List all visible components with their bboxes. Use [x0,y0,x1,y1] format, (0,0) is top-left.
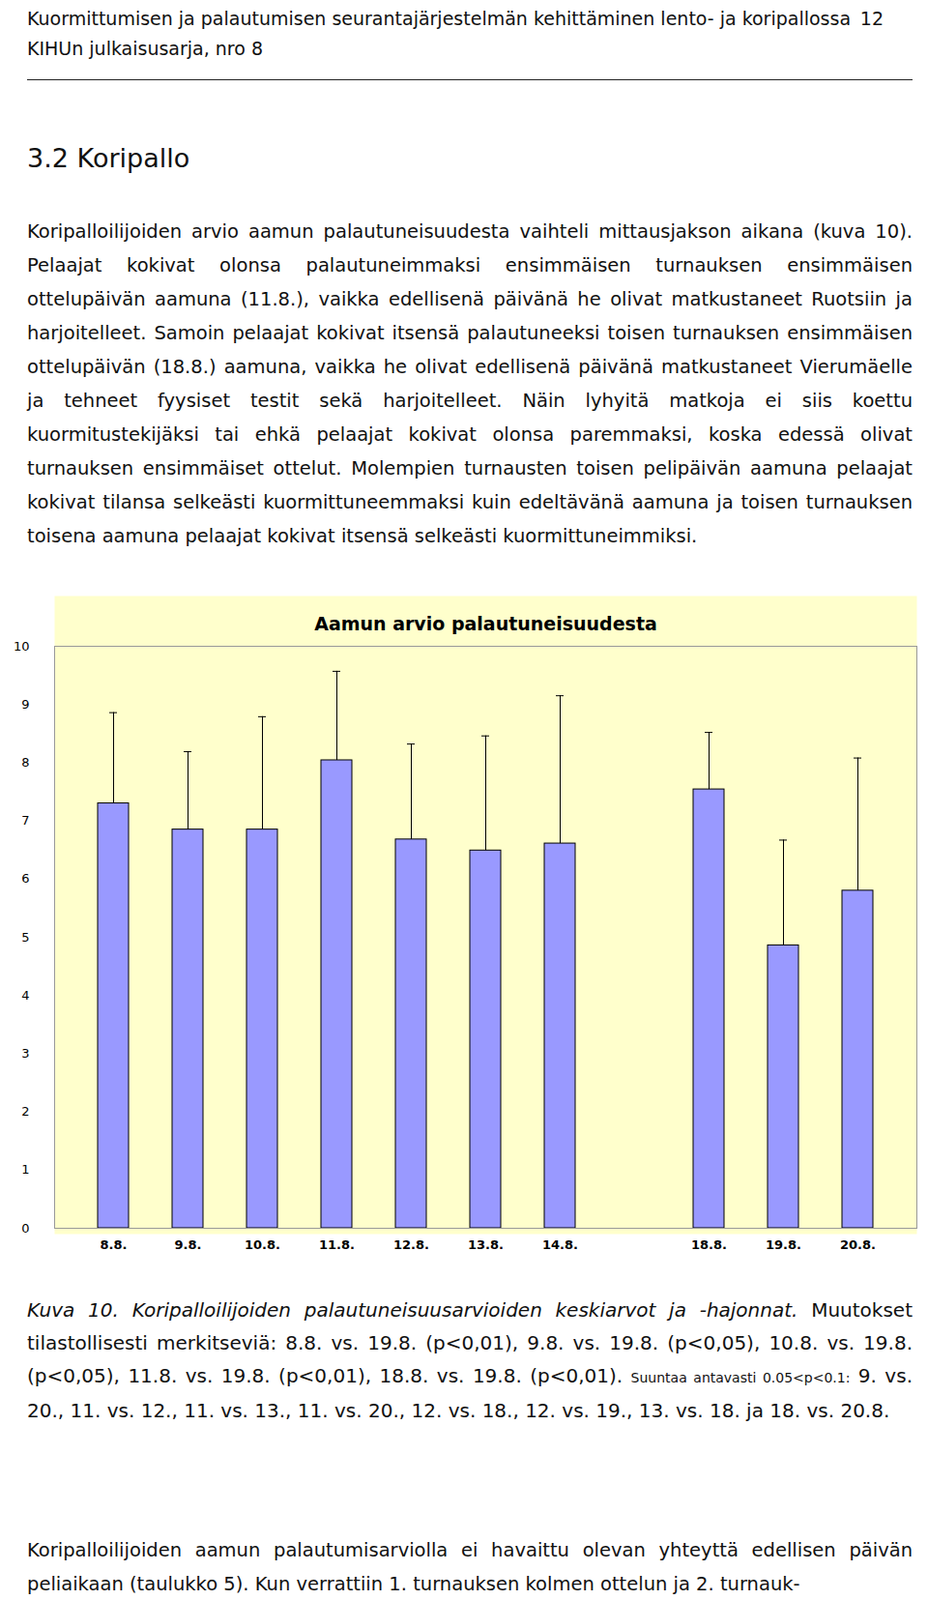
html-text:3.2 Koripallo: 3.2 Koripallo [27,143,190,174]
svg-text:13.8.: 13.8. [467,1237,504,1252]
svg-text:Aamun arvio palautuneisuudesta: Aamun arvio palautuneisuudesta [314,612,658,635]
svg-text:9.8.: 9.8. [174,1237,203,1252]
svg-text:8: 8 [21,754,29,770]
svg-text:7: 7 [21,812,29,828]
html-text:Koripalloilijoiden aamun palau: Koripalloilijoiden aamun palautumisarvio… [27,1538,913,1595]
svg-text:5: 5 [21,929,29,945]
html-text:12: 12 [860,7,884,29]
svg-text:20.8.: 20.8. [840,1237,876,1252]
html-text:KIHUn julkaisusarja, nro 8: KIHUn julkaisusarja, nro 8 [27,37,263,59]
svg-text:9: 9 [21,696,29,712]
svg-text:11.8.: 11.8. [319,1237,355,1252]
svg-text:6: 6 [21,870,29,886]
svg-text:10: 10 [13,638,30,654]
svg-text:3: 3 [21,1045,29,1061]
svg-text:2: 2 [21,1103,29,1119]
svg-text:4: 4 [21,987,29,1003]
svg-text:19.8.: 19.8. [765,1237,802,1252]
svg-text:14.8.: 14.8. [542,1237,579,1252]
html-text:Koripalloilijoiden arvio aamun: Koripalloilijoiden arvio aamun palautune… [27,220,913,548]
svg-text:18.8.: 18.8. [691,1237,727,1252]
svg-text:1: 1 [21,1161,29,1177]
html-text:Kuormittumisen ja palautumisen: Kuormittumisen ja palautumisen seurantaj… [27,7,851,29]
svg-text:12.8.: 12.8. [393,1237,430,1252]
svg-text:10.8.: 10.8. [244,1237,281,1252]
svg-text:0: 0 [21,1220,29,1236]
svg-text:8.8.: 8.8. [100,1237,128,1252]
html-text:Kuva 10. Koripalloilijoiden pa: Kuva 10. Koripalloilijoiden palautuneisu… [27,1298,913,1422]
